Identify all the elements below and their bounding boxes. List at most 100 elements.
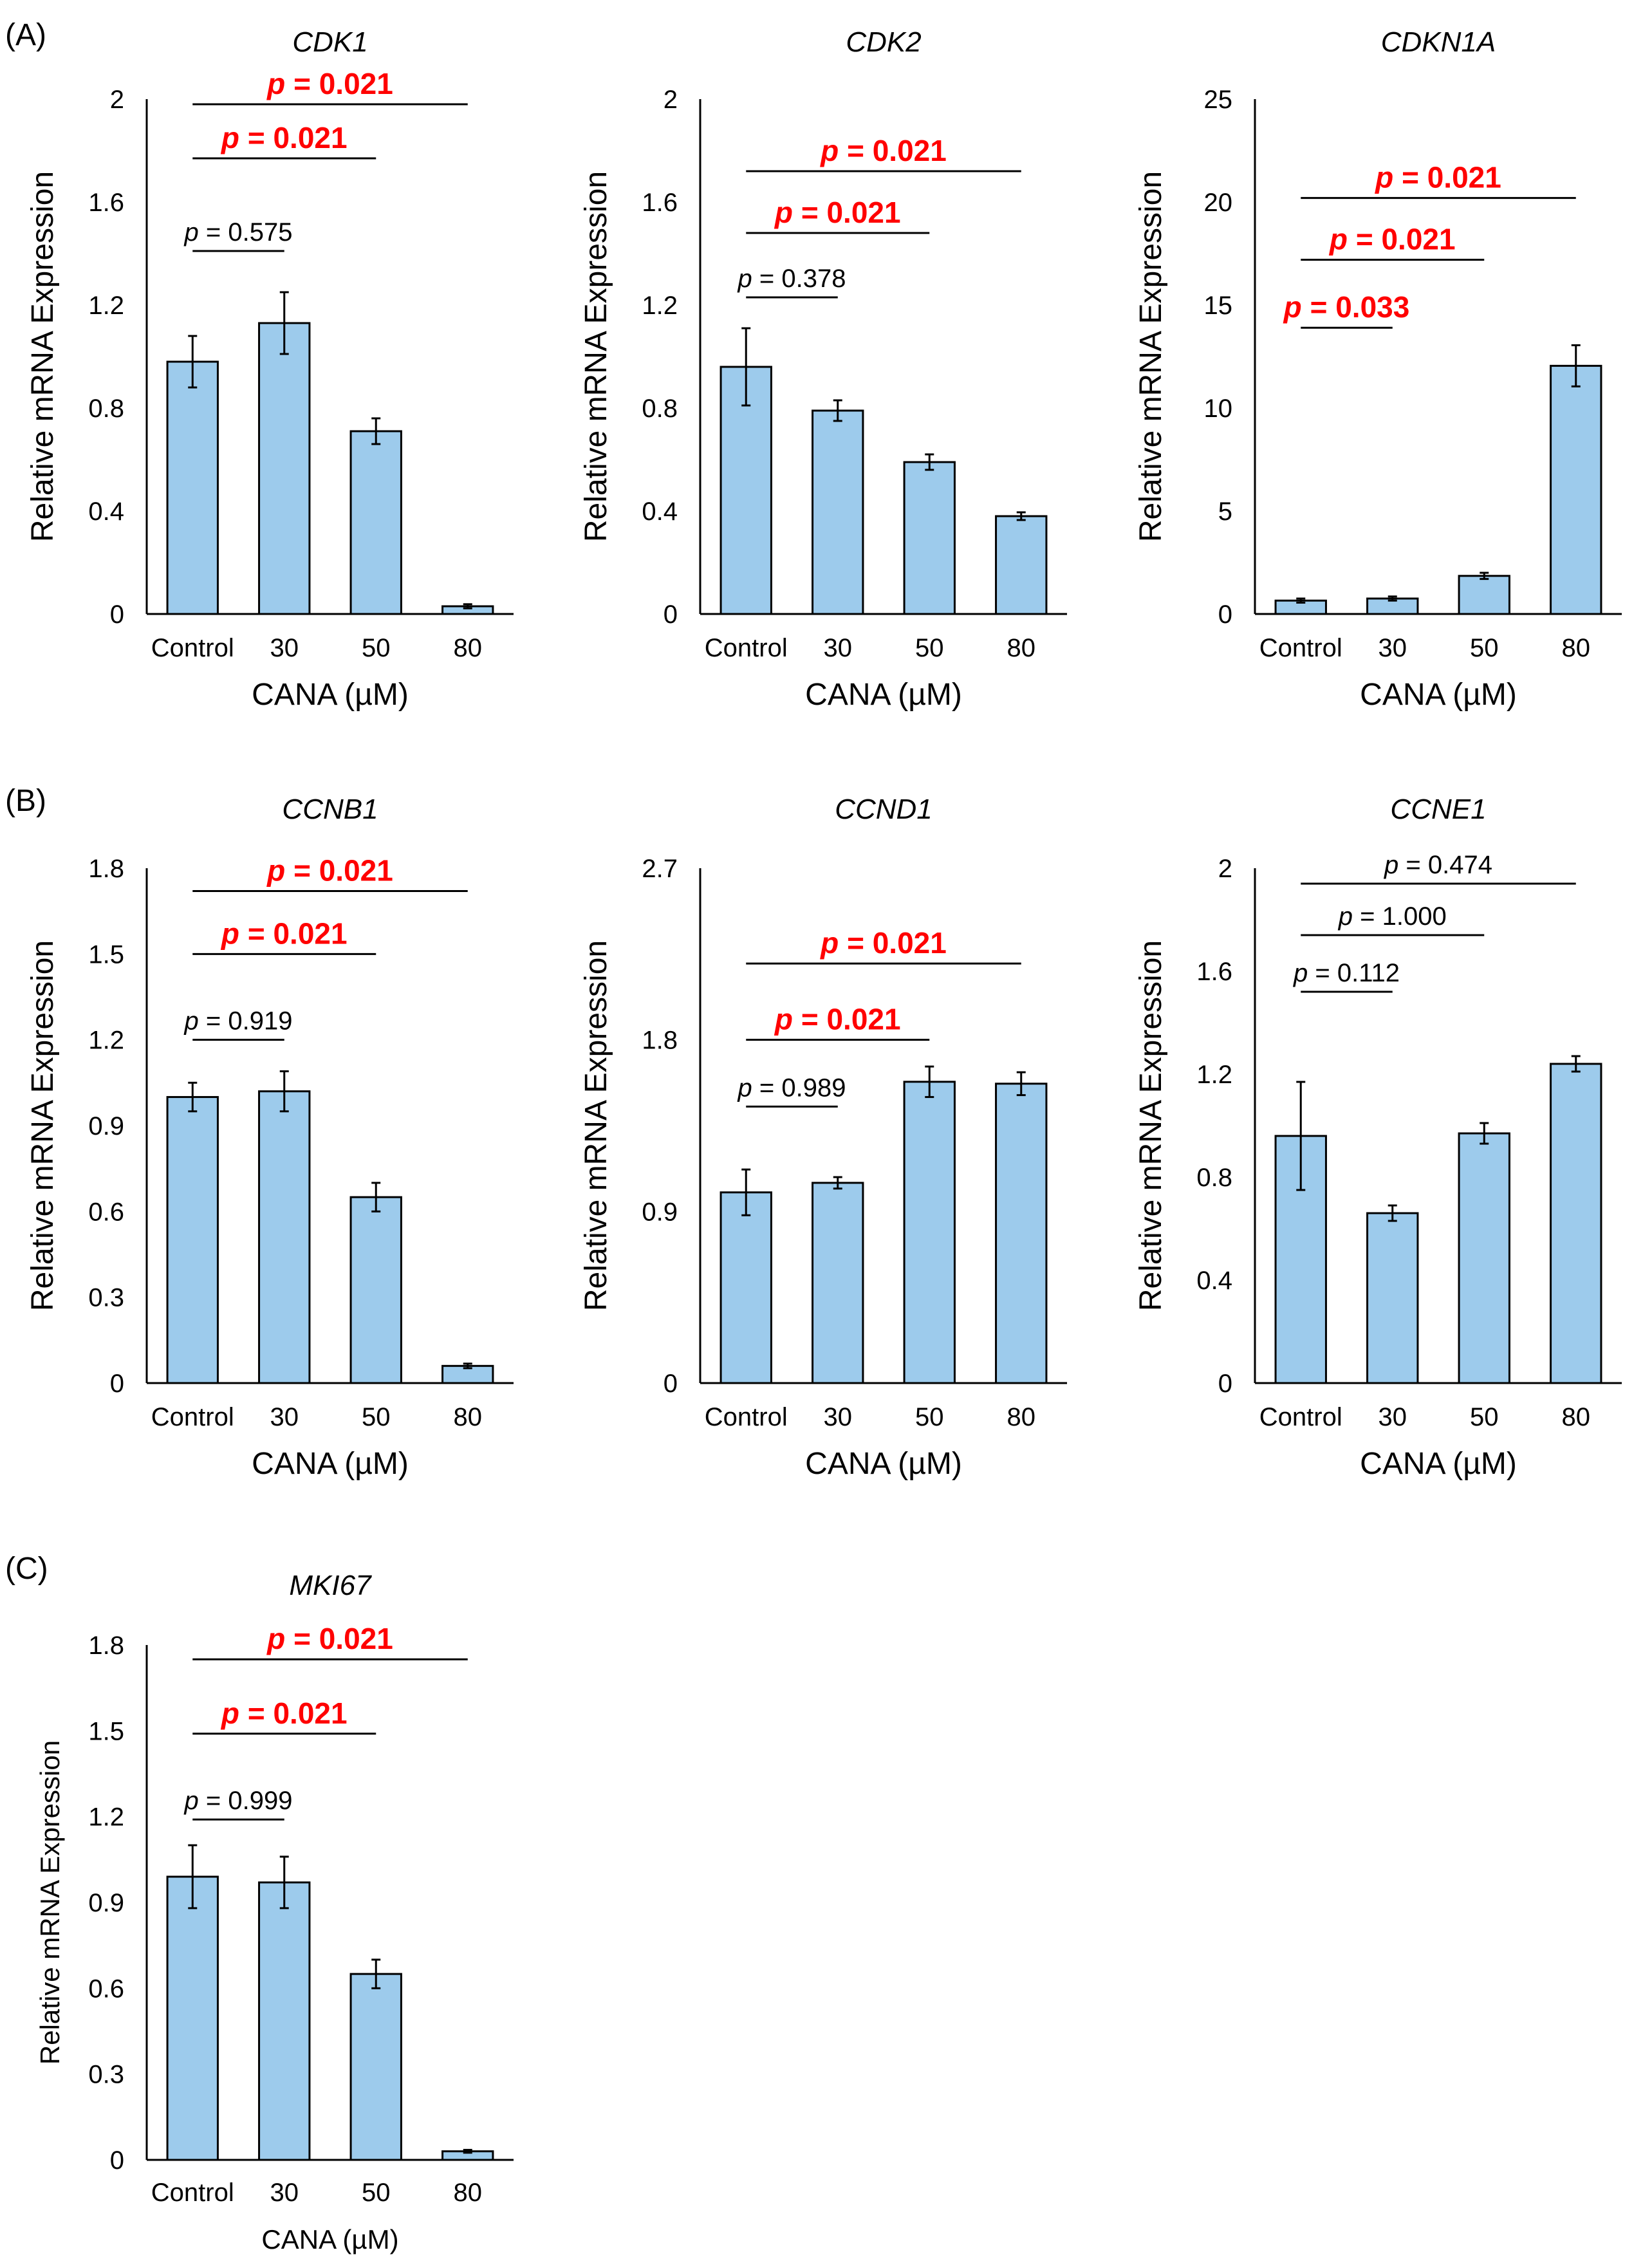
comparison-label-0-1: p = 0.919 — [184, 1007, 293, 1036]
y-tick-label: 2 — [110, 86, 124, 114]
y-tick-label: 0.3 — [88, 1284, 124, 1312]
x-tick-label-30: 30 — [824, 1403, 853, 1431]
error-bar-80 — [463, 1362, 472, 1370]
bar-80 — [1550, 1063, 1602, 1384]
y-tick-label: 0 — [664, 1370, 678, 1398]
y-tick-label: 0.6 — [88, 1975, 124, 2003]
x-tick-label-80: 80 — [454, 1403, 483, 1431]
bar-50 — [349, 430, 402, 615]
p-value: = 0.999 — [206, 1787, 293, 1815]
x-tick-label-control: Control — [151, 634, 234, 662]
y-tick-label: 1.8 — [88, 855, 124, 883]
y-tick-label: 0.9 — [88, 1112, 124, 1140]
chart-title: CDKN1A — [1381, 26, 1496, 58]
bar-30 — [812, 1182, 864, 1384]
error-bar-30 — [279, 291, 289, 355]
y-axis-title: Relative mRNA Expression — [35, 1740, 65, 2065]
bar-50 — [1458, 1132, 1510, 1384]
p-value: = 0.021 — [293, 1622, 393, 1655]
y-tick-label: 1.2 — [88, 292, 124, 320]
error-bar-control — [741, 1168, 751, 1216]
y-axis-title: Relative mRNA Expression — [1134, 171, 1168, 542]
p-value: = 0.919 — [206, 1007, 293, 1036]
x-axis-title: CANA (µM) — [261, 2224, 398, 2254]
y-tick-label: 1.6 — [88, 189, 124, 217]
x-tick-label-50: 50 — [362, 634, 391, 662]
error-bar-80 — [1016, 1071, 1026, 1097]
error-bar-30 — [833, 1176, 842, 1190]
y-tick-label: 1.6 — [642, 189, 678, 217]
y-tick-label: 1.2 — [642, 292, 678, 320]
comparison-label-0-1: p = 0.112 — [1293, 959, 1400, 987]
x-tick-label-80: 80 — [1562, 634, 1591, 662]
y-tick-label: 1.2 — [1196, 1061, 1232, 1089]
bar-50 — [903, 461, 956, 615]
x-tick-label-50: 50 — [915, 634, 944, 662]
p-value: = 0.021 — [847, 926, 947, 960]
p-value: = 0.989 — [759, 1074, 846, 1102]
comparison-label-0-1: p = 0.989 — [738, 1074, 846, 1102]
x-tick-label-30: 30 — [1378, 1403, 1407, 1431]
bar-50 — [349, 1973, 402, 2161]
p-symbol: p — [1328, 223, 1356, 256]
error-bar-50 — [925, 1065, 934, 1099]
x-tick-label-30: 30 — [270, 1403, 299, 1431]
y-tick-label: 0 — [664, 600, 678, 629]
chart-mki67: MKI67 Relative mRNA Expression CANA (µM) 0 0… — [35, 1570, 514, 2254]
x-tick-label-30: 30 — [270, 2179, 299, 2207]
chart-title: CDK1 — [292, 26, 367, 58]
x-tick-label-control: Control — [151, 1403, 234, 1431]
p-symbol: p — [184, 1007, 206, 1036]
bar-30 — [258, 1090, 311, 1384]
x-axis-title: CANA (µM) — [1360, 678, 1517, 712]
y-tick-label: 1.8 — [642, 1027, 678, 1055]
bar-50 — [1458, 575, 1510, 615]
chart-title: CCNE1 — [1390, 794, 1486, 825]
comparison-label-0-2: p = 0.021 — [774, 196, 901, 229]
x-tick-label-50: 50 — [1470, 634, 1499, 662]
y-tick-label: 20 — [1204, 189, 1233, 217]
bar-30 — [258, 1881, 311, 2161]
panel-label-a: (A) — [5, 18, 46, 52]
error-bar-control — [1296, 1081, 1306, 1191]
x-tick-label-50: 50 — [362, 2179, 391, 2207]
y-tick-label: 0.9 — [642, 1198, 678, 1226]
p-symbol: p — [1283, 290, 1310, 324]
p-symbol: p — [220, 121, 248, 154]
error-bar-50 — [925, 453, 934, 471]
y-tick-label: 0 — [1218, 600, 1232, 629]
bar-30 — [812, 409, 864, 615]
comparison-label-0-3: p = 0.021 — [819, 926, 947, 960]
p-value: = 0.112 — [1315, 959, 1400, 987]
error-bar-30 — [279, 1855, 289, 1910]
y-tick-label: 0.4 — [642, 497, 678, 526]
comparison-label-0-3: p = 0.021 — [266, 854, 393, 888]
y-tick-label: 0.8 — [1196, 1164, 1232, 1192]
x-tick-label-30: 30 — [824, 634, 853, 662]
error-bar-30 — [1388, 1204, 1397, 1222]
comparison-label-0-1: p = 0.575 — [184, 218, 293, 246]
chart-cdk2: CDK2 Relative mRNA Expression CANA (µM) 0 0.… — [579, 26, 1067, 712]
panel-label-b: (B) — [5, 784, 46, 818]
error-bar-control — [741, 327, 751, 407]
y-axis-title: Relative mRNA Expression — [579, 940, 613, 1311]
p-symbol: p — [774, 196, 801, 229]
p-value: = 0.021 — [293, 854, 393, 888]
chart-title: CCNB1 — [282, 794, 378, 825]
y-tick-label: 1.6 — [1196, 958, 1232, 986]
error-bar-30 — [833, 399, 842, 422]
y-axis-title: Relative mRNA Expression — [26, 171, 60, 542]
error-bar-80 — [1571, 1055, 1581, 1073]
y-tick-label: 0 — [110, 2146, 124, 2175]
comparison-label-0-2: p = 0.021 — [1328, 223, 1456, 256]
y-tick-label: 15 — [1204, 292, 1233, 320]
y-tick-label: 1.5 — [88, 1717, 124, 1745]
x-tick-label-control: Control — [705, 1403, 788, 1431]
p-symbol: p — [1384, 851, 1406, 879]
p-symbol: p — [220, 1696, 248, 1730]
error-bar-80 — [1016, 511, 1026, 521]
x-tick-label-control: Control — [1259, 1403, 1342, 1431]
comparison-label-0-3: p = 0.021 — [266, 67, 393, 100]
y-tick-label: 2 — [1218, 855, 1232, 883]
